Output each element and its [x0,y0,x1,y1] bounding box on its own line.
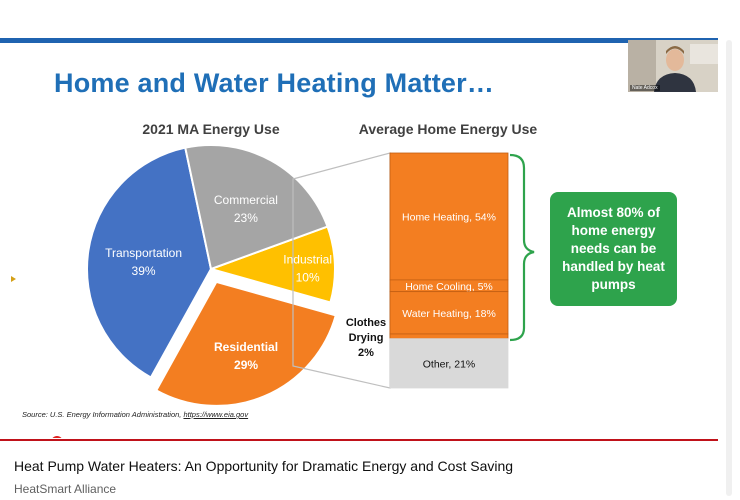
pie-slice-residential [154,280,338,407]
clothes-label-1: Clothes [346,317,386,329]
pie-chart: Industrial 10% Residential 29% Transportatio… [86,144,338,407]
channel-name[interactable]: HeatSmart Alliance [14,482,117,496]
webcam-thumbnail: Nate Adcox [628,40,718,92]
bar-segment-2 [389,291,509,335]
pie-label-transportation: Transportation [105,246,182,260]
source-note: Source: U.S. Energy Information Administ… [22,410,248,419]
webcam-name-label: Nate Adcox [630,85,660,91]
clothes-label-3: 2% [358,347,374,359]
pie-slice-industrial [207,225,336,304]
bar-label-2: Water Heating, 18% [402,308,496,320]
pie-slice-transportation [86,146,213,379]
source-link[interactable]: https://www.eia.gov [183,410,249,419]
video-player[interactable]: Home and Water Heating Matter… Nate Adco… [0,38,740,438]
slide-graphics: 2021 MA Energy Use Average Home Energy U… [86,121,538,407]
bar-segment-4 [389,338,509,389]
bracket-brace [509,153,535,342]
pie-value-transportation: 39% [132,264,156,278]
source-prefix: Source: U.S. Energy Information Administ… [22,410,184,419]
player-bottom-line [0,439,718,441]
callout-box: Almost 80% of home energy needs can be h… [550,192,677,306]
mouse-cursor-icon [11,276,16,282]
progress-scrubber-knob[interactable] [50,436,63,438]
pie-value-residential: 29% [234,358,258,372]
bar-label-1: Home Cooling, 5% [405,281,493,293]
pie-value-commercial: 23% [234,211,258,225]
pie-value-industrial: 10% [296,270,320,284]
bar-label-0: Home Heating, 54% [402,211,496,223]
webcam-person-icon [628,40,718,92]
bar-segment-3 [389,333,509,340]
video-title: Heat Pump Water Heaters: An Opportunity … [14,458,514,474]
pie-title: 2021 MA Energy Use [142,121,279,137]
bar-label-4: Other, 21% [423,358,476,370]
stacked-bar: Home Heating, 54% Home Cooling, 5% Water H… [389,152,509,389]
callout-text: Almost 80% of home energy needs can be h… [562,205,665,292]
scrollbar-thumb[interactable] [726,40,732,496]
pie-label-commercial: Commercial [214,193,278,207]
slide-top-bar [0,38,740,43]
bar-title: Average Home Energy Use [359,121,538,137]
pie-label-industrial: Industrial [283,252,332,266]
pie-label-residential: Residential [214,340,278,354]
pie-slice-commercial [184,144,329,271]
slide-title: Home and Water Heating Matter… [54,68,495,98]
clothes-label-2: Drying [349,332,384,344]
